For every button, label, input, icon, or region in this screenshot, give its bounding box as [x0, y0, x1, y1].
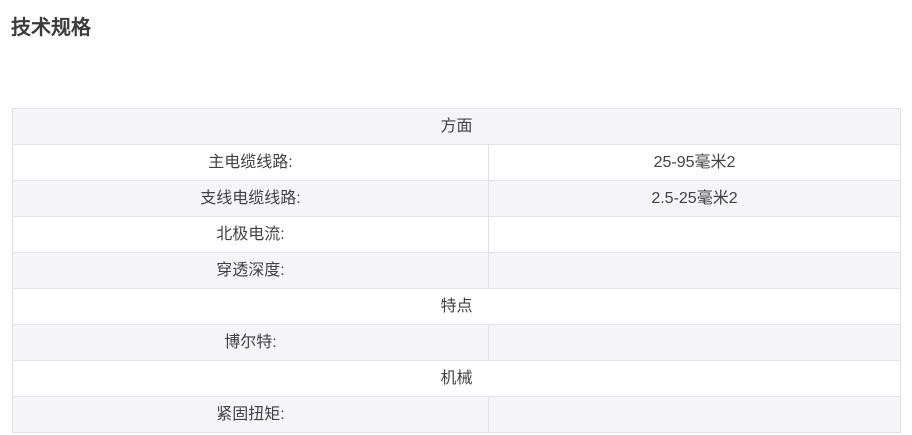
spec-value-cell [487, 216, 902, 253]
section-row: 机械 [12, 360, 901, 397]
spec-value-cell [487, 324, 902, 361]
section-header-cell: 机械 [12, 360, 901, 397]
table-row: 支线电缆线路: 2.5-25毫米2 [12, 180, 902, 217]
table-row: 穿透深度: [12, 252, 902, 289]
spec-value-cell: 25-95毫米2 [487, 144, 902, 181]
spec-label-cell: 博尔特: [12, 324, 489, 361]
section-row: 特点 [12, 288, 901, 325]
spec-value-cell [487, 252, 902, 289]
section-header-cell: 特点 [12, 288, 901, 325]
spec-value-cell: 2.5-25毫米2 [487, 180, 902, 217]
spec-label-cell: 支线电缆线路: [12, 180, 489, 217]
table-row: 北极电流: [12, 216, 902, 253]
spec-label-cell: 紧固扭矩: [12, 396, 489, 433]
spec-label-cell: 北极电流: [12, 216, 489, 253]
section-header-cell: 方面 [12, 108, 901, 145]
section-row: 方面 [12, 108, 901, 145]
spec-value-cell [487, 396, 902, 433]
table-row: 主电缆线路: 25-95毫米2 [12, 144, 902, 181]
spec-label-cell: 主电缆线路: [12, 144, 489, 181]
table-row: 紧固扭矩: [12, 396, 902, 433]
page-title: 技术规格 [11, 17, 91, 39]
spec-table: 方面 主电缆线路: 25-95毫米2 支线电缆线路: 2.5-25毫米2 北极电… [12, 108, 902, 433]
table-row: 博尔特: [12, 324, 902, 361]
spec-label-cell: 穿透深度: [12, 252, 489, 289]
